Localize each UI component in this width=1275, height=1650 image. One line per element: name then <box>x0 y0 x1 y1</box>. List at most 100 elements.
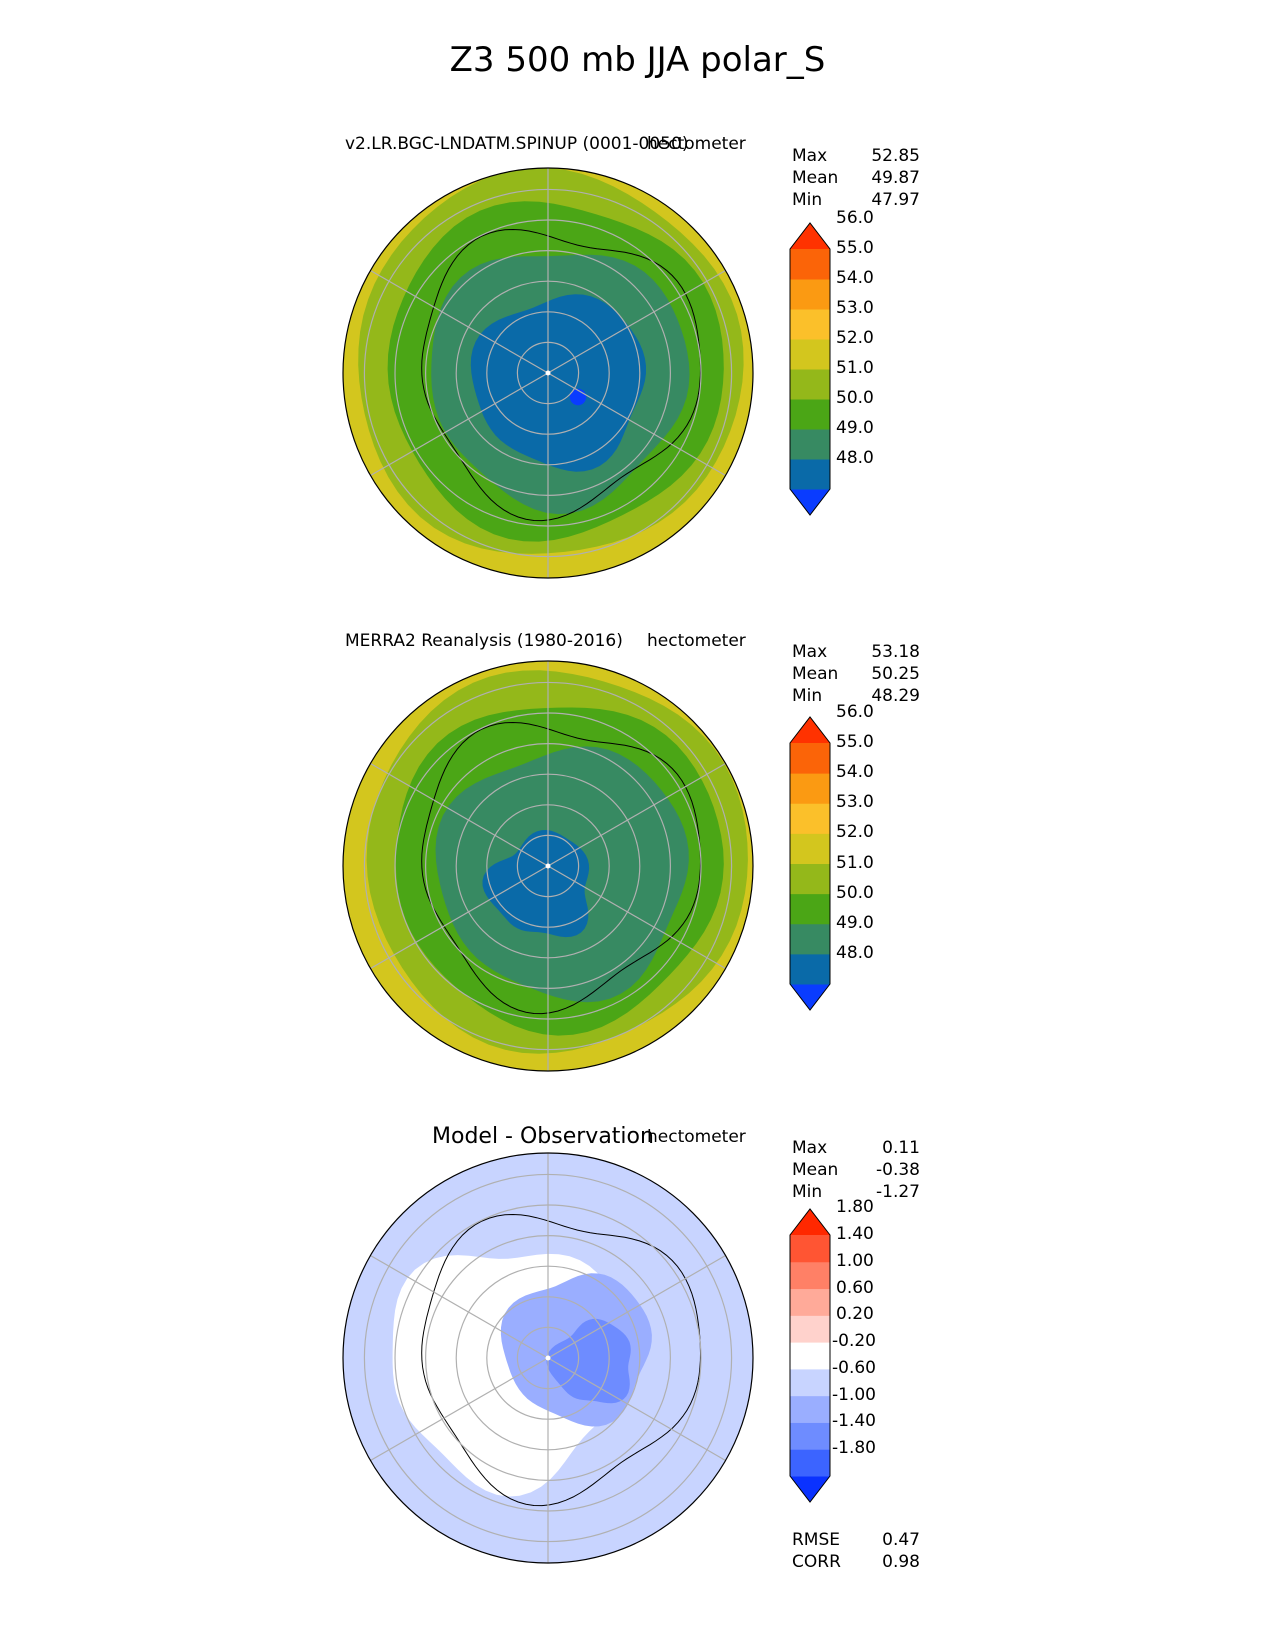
colorbar-segment <box>790 833 830 864</box>
coastline <box>421 721 702 1015</box>
colorbar-segment <box>790 863 830 895</box>
contour-band <box>392 1253 631 1497</box>
colorbar-segment <box>790 1261 830 1290</box>
colorbar-tick-label: 49.0 <box>836 418 874 438</box>
metrics-block: RMSE 0.47 CORR 0.98 <box>792 1529 920 1573</box>
colorbar-tick-label: 52.0 <box>836 822 874 843</box>
colorbar-tick-label: 54.0 <box>836 268 874 288</box>
latitude-gridline <box>516 1326 580 1390</box>
longitude-gridline <box>370 865 549 970</box>
contour-band <box>366 670 748 1054</box>
contour-band <box>387 201 724 542</box>
colorbar-segment <box>790 1422 830 1450</box>
colorbar-extend-bottom <box>790 489 830 515</box>
latitude-gridline <box>394 219 702 527</box>
contour-band <box>343 661 753 1071</box>
colorbar-tick-label: 55.0 <box>836 238 874 258</box>
colorbar-segment <box>790 893 830 925</box>
colorbar-tick-label: 0.60 <box>836 1277 874 1298</box>
panel-title: Model - Observation <box>432 1124 654 1149</box>
colorbar-outline <box>789 716 831 1011</box>
latitude-gridline <box>455 1265 641 1451</box>
colorbar-tick-label: 56.0 <box>836 208 874 228</box>
longitude-gridline <box>547 269 726 374</box>
colorbar-extend-top <box>790 223 830 249</box>
colorbar-segment <box>790 1368 830 1397</box>
map-fill <box>343 1153 753 1563</box>
colorbar-tick-label: -0.60 <box>832 1357 876 1378</box>
contour-band <box>435 746 689 1003</box>
stats-block: Max 52.85 Mean 49.87 Min 47.97 <box>792 145 920 211</box>
colorbar-segment <box>790 279 830 310</box>
pole-marker <box>545 1355 551 1361</box>
stat-label: Mean <box>792 168 839 188</box>
colorbar-tick-label: 48.0 <box>836 448 874 468</box>
stat-label: Mean <box>792 664 839 684</box>
contour-band <box>546 1318 631 1404</box>
colorbar-tick-label: 54.0 <box>836 762 874 783</box>
colorbar-segment <box>790 1342 830 1370</box>
stat-value: 0.11 <box>882 1138 920 1158</box>
pole-marker <box>545 370 551 376</box>
units-label: hectometer <box>647 134 746 154</box>
longitude-gridline <box>547 1357 726 1462</box>
stat-value: -1.27 <box>876 1182 920 1202</box>
longitude-gridline <box>547 1254 726 1359</box>
coastline <box>421 1213 702 1507</box>
colorbar-tick-label: 1.80 <box>836 1197 874 1218</box>
stat-value: 50.25 <box>871 664 920 684</box>
longitude-gridline <box>370 269 549 374</box>
colorbar-segment <box>790 429 830 460</box>
colorbar-tick-label: 50.0 <box>836 882 874 903</box>
longitude-gridline <box>547 865 726 970</box>
stat-label: Max <box>792 642 828 662</box>
stat-value: -0.38 <box>876 1160 920 1180</box>
colorbar-segment <box>790 399 830 430</box>
colorbar-tick-label: 50.0 <box>836 388 874 408</box>
units-label: hectometer <box>647 1127 746 1147</box>
metric-value: 0.98 <box>882 1552 920 1572</box>
longitude-gridline <box>547 762 726 867</box>
contour-band <box>500 1273 652 1427</box>
latitude-gridline <box>394 1204 702 1512</box>
contour-band <box>470 294 646 472</box>
metric-label: CORR <box>792 1552 841 1572</box>
colorbar-tick-label: 48.0 <box>836 942 874 963</box>
latitude-gridline <box>516 834 580 898</box>
colorbar-tick-label: 1.40 <box>836 1224 874 1244</box>
stat-label: Max <box>792 146 828 166</box>
latitude-gridline <box>516 341 580 405</box>
colorbar-segment <box>790 1315 830 1343</box>
colorbar-segment <box>790 923 830 955</box>
stat-value: 53.18 <box>871 642 920 662</box>
latitude-gridline <box>394 712 702 1020</box>
stat-value: 47.97 <box>871 190 920 210</box>
stat-label: Min <box>792 686 823 706</box>
latitude-gridline <box>455 280 641 466</box>
colorbar-segment <box>790 339 830 370</box>
panel-title: v2.LR.BGC-LNDATM.SPINUP (0001-0050) <box>345 134 689 154</box>
stat-value: 49.87 <box>871 168 920 188</box>
colorbar-extend-bottom <box>790 984 830 1010</box>
colorbar-segment <box>790 773 830 804</box>
stats-block: Max 53.18 Mean 50.25 Min 48.29 <box>792 641 920 707</box>
colorbar-tick-label: 56.0 <box>836 701 874 722</box>
latitude-gridline <box>455 773 641 959</box>
units-label: hectometer <box>647 631 746 651</box>
colorbar-segment <box>790 1449 830 1477</box>
colorbar-tick-label: 52.0 <box>836 328 874 348</box>
colorbar-extend-top <box>790 1209 830 1235</box>
coastline <box>421 228 702 522</box>
panel-title: MERRA2 Reanalysis (1980-2016) <box>345 631 623 651</box>
colorbar-tick-label: 1.00 <box>836 1250 874 1271</box>
contour-band <box>569 388 587 406</box>
map-fill <box>343 661 753 1071</box>
metric-label: RMSE <box>792 1530 841 1550</box>
contour-band <box>482 830 590 938</box>
colorbar-segment <box>790 1395 830 1423</box>
